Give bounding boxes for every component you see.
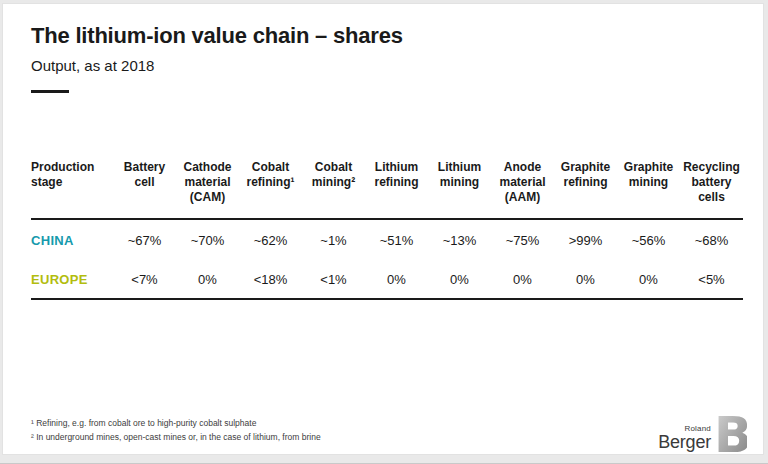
table-row-china: CHINA ~67% ~70% ~62% ~1% ~51% ~13% ~75% … [31,219,743,260]
column-header-cobalt-mining: Cobalt mining² [302,160,365,219]
page-background: The lithium-ion value chain – shares Out… [0,0,768,464]
column-header-graphite-refining: Graphite refining [554,160,617,219]
column-header-production-stage: Production stage [31,160,113,219]
value-cell: <5% [680,260,743,299]
value-cell: ~56% [617,219,680,260]
value-cell: ~68% [680,219,743,260]
row-label-china: CHINA [31,219,113,260]
svg-text:B: B [717,410,747,454]
value-cell: >99% [554,219,617,260]
value-cell: ~13% [428,219,491,260]
value-cell: <18% [239,260,302,299]
value-cell: ~75% [491,219,554,260]
footnote-2: ² In underground mines, open-cast mines … [31,430,321,444]
page-subtitle: Output, as at 2018 [31,56,154,75]
value-cell: ~51% [365,219,428,260]
logo-berger-text: Berger [658,433,711,452]
value-cell: <1% [302,260,365,299]
value-cell: 0% [554,260,617,299]
page-title: The lithium-ion value chain – shares [31,23,403,49]
value-cell: <7% [113,260,176,299]
column-header-battery-cell: Battery cell [113,160,176,219]
slide: The lithium-ion value chain – shares Out… [2,3,764,455]
logo-wordmark: Roland Berger [658,424,711,454]
column-header-recycling-battery-cells: Recycling battery cells [680,160,743,219]
row-label-europe: EUROPE [31,260,113,299]
value-cell: ~62% [239,219,302,260]
column-header-lithium-refining: Lithium refining [365,160,428,219]
value-cell: 0% [428,260,491,299]
value-cell: 0% [365,260,428,299]
footnote-1: ¹ Refining, e.g. from cobalt ore to high… [31,416,321,430]
shares-table: Production stage Battery cell Cathode ma… [31,160,743,300]
roland-berger-logo: Roland Berger B [658,410,747,454]
column-header-anode-material: Anode material (AAM) [491,160,554,219]
column-header-cathode-material: Cathode material (CAM) [176,160,239,219]
value-cell: 0% [491,260,554,299]
value-cell: ~1% [302,219,365,260]
value-cell: 0% [176,260,239,299]
title-divider [31,90,69,93]
table-row-europe: EUROPE <7% 0% <18% <1% 0% 0% 0% 0% 0% <5… [31,260,743,299]
value-cell: ~70% [176,219,239,260]
footnotes: ¹ Refining, e.g. from cobalt ore to high… [31,416,321,444]
column-header-lithium-mining: Lithium mining [428,160,491,219]
column-header-graphite-mining: Graphite mining [617,160,680,219]
roland-berger-b-icon: B [717,410,747,454]
table-header-row: Production stage Battery cell Cathode ma… [31,160,743,219]
value-cell: ~67% [113,219,176,260]
column-header-cobalt-refining: Cobalt refining¹ [239,160,302,219]
value-cell: 0% [617,260,680,299]
